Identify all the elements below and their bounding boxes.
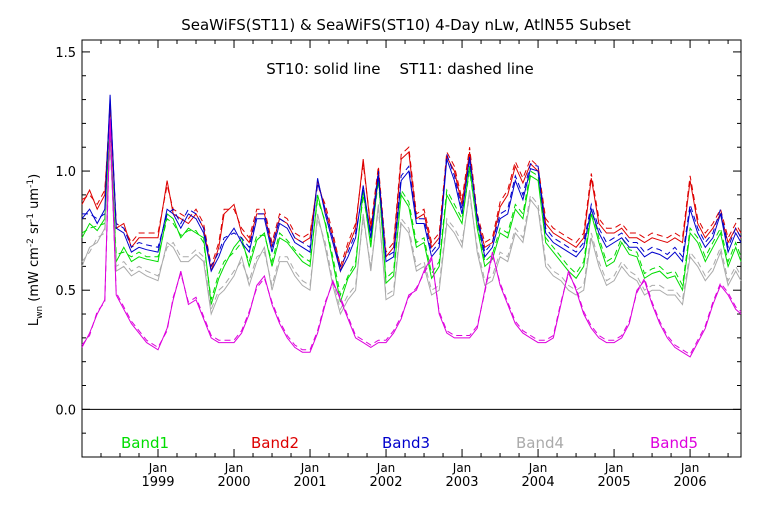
x-tick-label-year: 2001 bbox=[293, 475, 326, 490]
y-tick-label: 1.5 bbox=[55, 46, 76, 61]
y-axis-label-sup1: -2 bbox=[26, 238, 36, 247]
legend-label-band1: Band1 bbox=[121, 434, 169, 452]
y-axis-label-sup3: -1 bbox=[26, 179, 36, 188]
legend-label-band2: Band2 bbox=[251, 434, 299, 452]
series-line-st11-band5 bbox=[81, 123, 742, 356]
x-tick-label-month: Jan bbox=[300, 461, 320, 475]
chart-annotation: ST10: solid line ST11: dashed line bbox=[266, 60, 534, 78]
y-axis-label-close: ) bbox=[27, 174, 42, 179]
x-tick-label-month: Jan bbox=[376, 461, 396, 475]
y-axis-label-mid: sr bbox=[27, 221, 42, 238]
legend-label-band4: Band4 bbox=[516, 434, 564, 452]
legend-label-band5: Band5 bbox=[650, 434, 698, 452]
svg-text:Lwn (mW cm-2 sr-1 um-1): Lwn (mW cm-2 sr-1 um-1) bbox=[26, 174, 45, 326]
x-tick-label-month: Jan bbox=[528, 461, 548, 475]
series-line-st10-band1 bbox=[81, 123, 742, 305]
plot-frame bbox=[81, 39, 742, 458]
y-tick-label: 0.0 bbox=[55, 403, 76, 418]
y-axis-label-end: um bbox=[27, 188, 42, 213]
series-line-st10-band2 bbox=[81, 104, 742, 273]
series-line-st11-band4 bbox=[81, 147, 742, 312]
y-axis-label-main: L bbox=[27, 318, 42, 326]
x-tick-label-year: 2006 bbox=[674, 475, 707, 490]
x-tick-label-month: Jan bbox=[148, 461, 168, 475]
series-line-st10-band5 bbox=[81, 118, 742, 358]
x-tick-label-month: Jan bbox=[224, 461, 244, 475]
y-tick-label: 0.5 bbox=[55, 284, 76, 299]
y-axis-label-sup2: -1 bbox=[26, 213, 36, 222]
x-tick-label-year: 1999 bbox=[141, 475, 174, 490]
series-line-st11-band1 bbox=[81, 132, 742, 300]
x-tick-label-year: 2002 bbox=[369, 475, 402, 490]
chart-title: SeaWiFS(ST11) & SeaWiFS(ST10) 4-Day nLw,… bbox=[181, 16, 631, 34]
series-line-st11-band2 bbox=[81, 109, 742, 269]
y-tick-label: 1.0 bbox=[55, 165, 76, 180]
plot-area: 0.00.51.01.5Jan1999Jan2000Jan2001Jan2002… bbox=[55, 39, 742, 490]
x-tick-label-year: 2004 bbox=[522, 475, 555, 490]
series-line-st10-band4 bbox=[81, 142, 742, 316]
legend-label-band3: Band3 bbox=[382, 434, 430, 452]
series-line-st11-band3 bbox=[82, 99, 742, 268]
x-tick-label-month: Jan bbox=[452, 461, 472, 475]
series-line-st10-band3 bbox=[81, 94, 742, 273]
y-axis-label: Lwn (mW cm-2 sr-1 um-1) bbox=[26, 174, 45, 326]
x-tick-label-year: 2005 bbox=[598, 475, 631, 490]
x-tick-label-year: 2000 bbox=[217, 475, 250, 490]
x-tick-label-year: 2003 bbox=[445, 475, 478, 490]
x-tick-label-month: Jan bbox=[604, 461, 624, 475]
y-axis-label-open: (mW cm bbox=[27, 247, 42, 306]
x-tick-label-month: Jan bbox=[680, 461, 700, 475]
y-axis-label-sub: wn bbox=[35, 306, 45, 319]
